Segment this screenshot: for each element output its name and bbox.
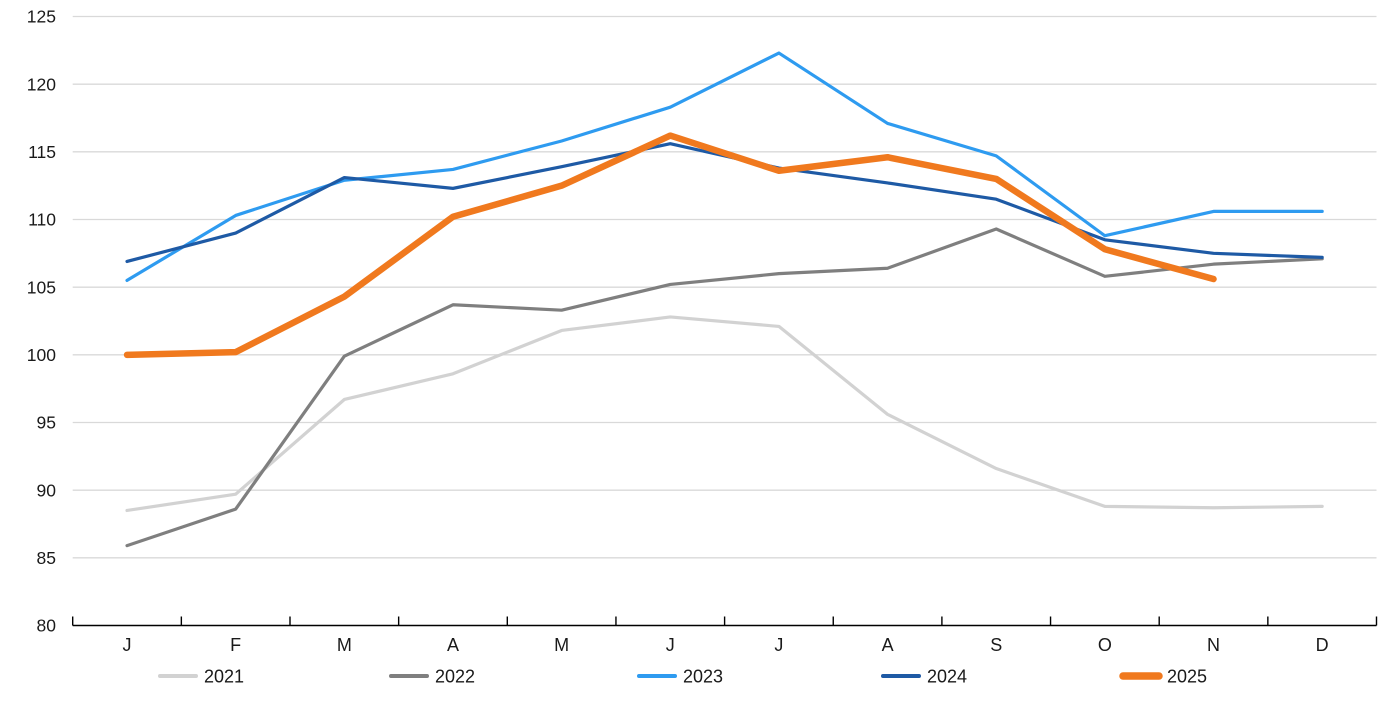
x-axis-label: A [882,635,894,655]
legend-item-2021: 2021 [158,667,244,687]
series-line-2022 [125,227,1324,548]
y-axis-label: 90 [37,480,57,500]
x-axis-label: J [123,635,132,655]
x-axis-label: J [774,635,783,655]
y-axis-label: 105 [27,277,56,297]
y-axis-label: 115 [28,142,56,162]
x-axis-label: N [1207,635,1220,655]
legend-label-2021: 2021 [204,667,244,687]
y-axis-label: 125 [27,7,56,27]
y-axis-label: 80 [37,616,57,636]
y-axis-label: 100 [27,345,56,365]
legend-item-2024: 2024 [881,667,967,687]
legend-item-2025: 2025 [1119,667,1207,687]
legend-label-2023: 2023 [683,667,723,687]
x-axis-label: D [1316,635,1329,655]
x-axis-label: O [1098,635,1112,655]
x-axis-label: M [337,635,352,655]
y-axis-label: 95 [37,413,56,433]
legend-label-2024: 2024 [927,667,967,687]
legend-item-2023: 2023 [637,667,723,687]
x-axis-label: S [990,635,1002,655]
y-axis-label: 110 [28,210,56,230]
series-line-2021 [125,315,1324,513]
x-axis-label: M [554,635,569,655]
x-axis-label: A [447,635,459,655]
series-line-2023 [125,51,1324,282]
legend-item-2022: 2022 [389,667,475,687]
y-axis-label: 85 [37,548,56,568]
legend-label-2025: 2025 [1167,667,1207,687]
y-axis-label: 120 [27,74,56,94]
x-axis-label: F [230,635,241,655]
series-line-2024 [125,142,1324,264]
series-line-2025 [123,132,1217,359]
legend-label-2022: 2022 [435,667,475,687]
x-axis-label: J [666,635,675,655]
